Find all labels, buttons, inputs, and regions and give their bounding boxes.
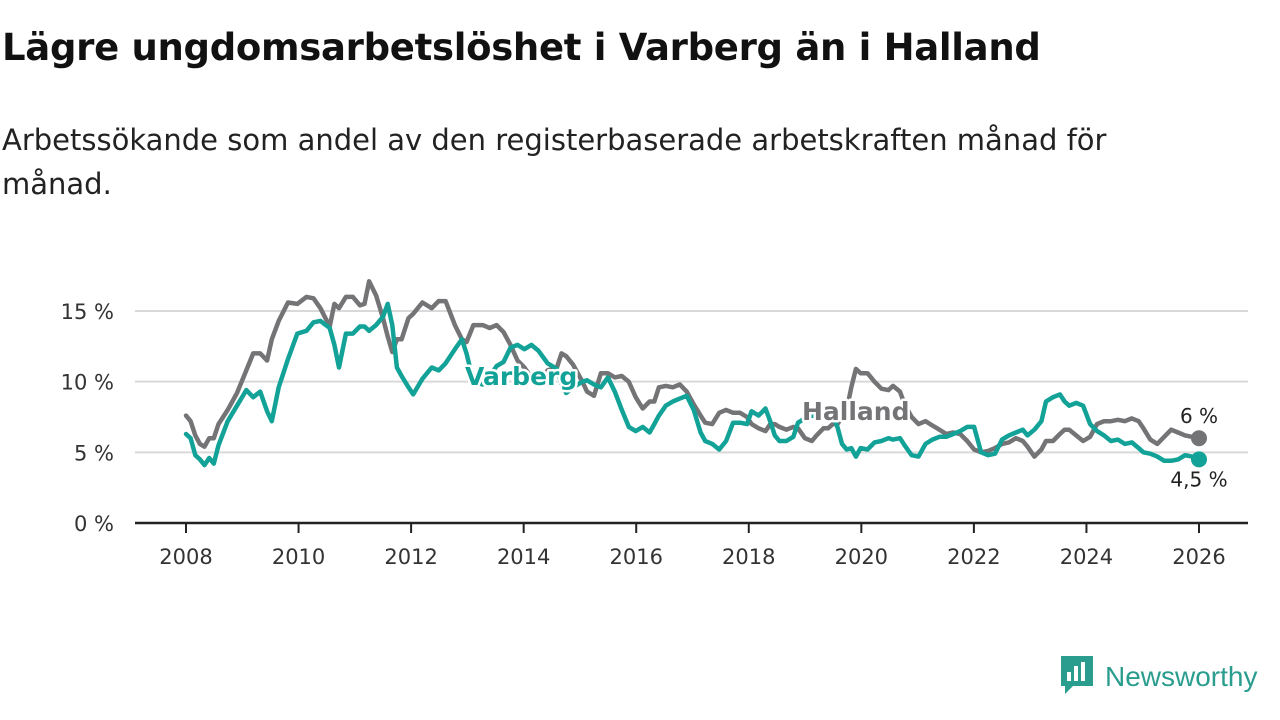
series-lines (183, 279, 1202, 468)
newsworthy-logo: Newsworthy (1059, 654, 1257, 700)
end-markers (1191, 430, 1207, 468)
x-tick-label: 2010 (272, 545, 325, 569)
x-tick-label: 2008 (159, 545, 212, 569)
varberg-end-marker (1191, 451, 1207, 468)
newsworthy-logo-icon (1059, 654, 1095, 700)
y-tick-label: 15 % (61, 300, 114, 324)
x-axis-ticks: 2008 2010 2012 2014 2016 2018 2020 2022 2024 2026 (159, 523, 1226, 569)
y-tick-label: 0 % (74, 512, 114, 536)
chart-title: Lägre ungdomsarbetslöshet i Varberg än i… (2, 26, 1041, 69)
varberg-series-label: Varberg (465, 362, 577, 391)
halland-end-marker (1191, 430, 1207, 447)
varberg-line (183, 301, 1202, 468)
x-tick-label: 2016 (609, 545, 662, 569)
halland-end-value-label: 6 % (1180, 404, 1218, 428)
x-tick-label: 2024 (1060, 545, 1113, 569)
x-tick-label: 2018 (722, 545, 775, 569)
series-labels: Varberg Halland 6 % 4,5 % (463, 360, 1228, 492)
y-tick-label: 10 % (61, 371, 114, 395)
varberg-end-value-label: 4,5 % (1170, 467, 1227, 491)
x-tick-label: 2022 (947, 545, 1000, 569)
x-tick-label: 2014 (497, 545, 550, 569)
chart-subtitle: Arbetssökande som andel av den registerb… (2, 123, 1107, 201)
x-tick-label: 2026 (1172, 545, 1225, 569)
x-tick-label: 2020 (835, 545, 888, 569)
y-axis-ticks: 0 % 5 % 10 % 15 % (61, 300, 114, 536)
y-tick-label: 5 % (74, 441, 114, 465)
newsworthy-brand-name: Newsworthy (1105, 661, 1258, 692)
line-chart: 0 %5 %10 %15 % 2008 2010 2012 2014 2016 2018 2… (61, 279, 1248, 569)
halland-series-label: Halland (802, 397, 910, 426)
x-tick-label: 2012 (384, 545, 437, 569)
halland-line (183, 279, 1202, 459)
